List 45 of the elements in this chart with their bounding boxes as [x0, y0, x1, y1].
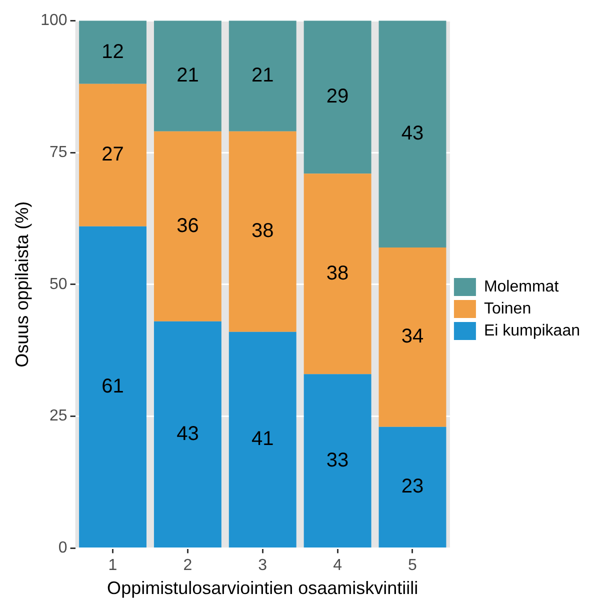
data-label: 43 — [176, 422, 199, 445]
bar — [79, 84, 146, 226]
x-tick-label: 4 — [333, 557, 342, 574]
bar — [378, 20, 446, 248]
data-label: 29 — [326, 86, 349, 108]
data-label: 34 — [401, 326, 424, 348]
y-tick-label: 75 — [50, 144, 68, 161]
x-axis-title: Oppimistulosarviointien osaamiskvintiili — [107, 578, 418, 598]
bar — [378, 426, 446, 548]
bar — [154, 321, 222, 548]
legend-label: Molemmat — [484, 278, 560, 296]
data-label: 12 — [102, 40, 124, 63]
data-label: 41 — [252, 428, 274, 450]
data-label: 33 — [326, 449, 349, 472]
data-label: 38 — [326, 262, 349, 284]
bar — [154, 131, 222, 322]
data-label: 38 — [252, 220, 274, 242]
bar — [228, 332, 296, 548]
bar — [228, 131, 296, 332]
bar — [304, 20, 372, 174]
data-label: 27 — [102, 144, 124, 166]
bar — [304, 174, 372, 374]
data-label: 23 — [401, 476, 424, 498]
x-tick-label: 2 — [183, 557, 192, 574]
y-tick-label: 50 — [50, 276, 68, 293]
bar — [304, 374, 372, 548]
legend-label: Toinen — [484, 300, 532, 318]
bar — [154, 20, 222, 132]
bar — [79, 226, 146, 548]
bar — [228, 20, 296, 132]
y-tick-label: 100 — [40, 12, 68, 30]
data-label: 43 — [401, 122, 424, 145]
bar — [378, 247, 446, 427]
data-label: 21 — [252, 64, 274, 87]
x-tick-label: 1 — [108, 557, 118, 574]
y-tick-label: 0 — [58, 540, 68, 557]
legend-label: Ei kumpikaan — [484, 322, 580, 340]
x-tick-label: 5 — [408, 557, 418, 574]
y-axis-title: Osuus oppilaista (%) — [12, 201, 32, 368]
data-label: 21 — [176, 64, 199, 87]
data-label: 36 — [176, 214, 199, 237]
data-label: 61 — [102, 375, 124, 398]
x-tick-label: 3 — [258, 557, 268, 574]
y-tick-label: 25 — [50, 408, 68, 425]
bar — [79, 20, 146, 84]
